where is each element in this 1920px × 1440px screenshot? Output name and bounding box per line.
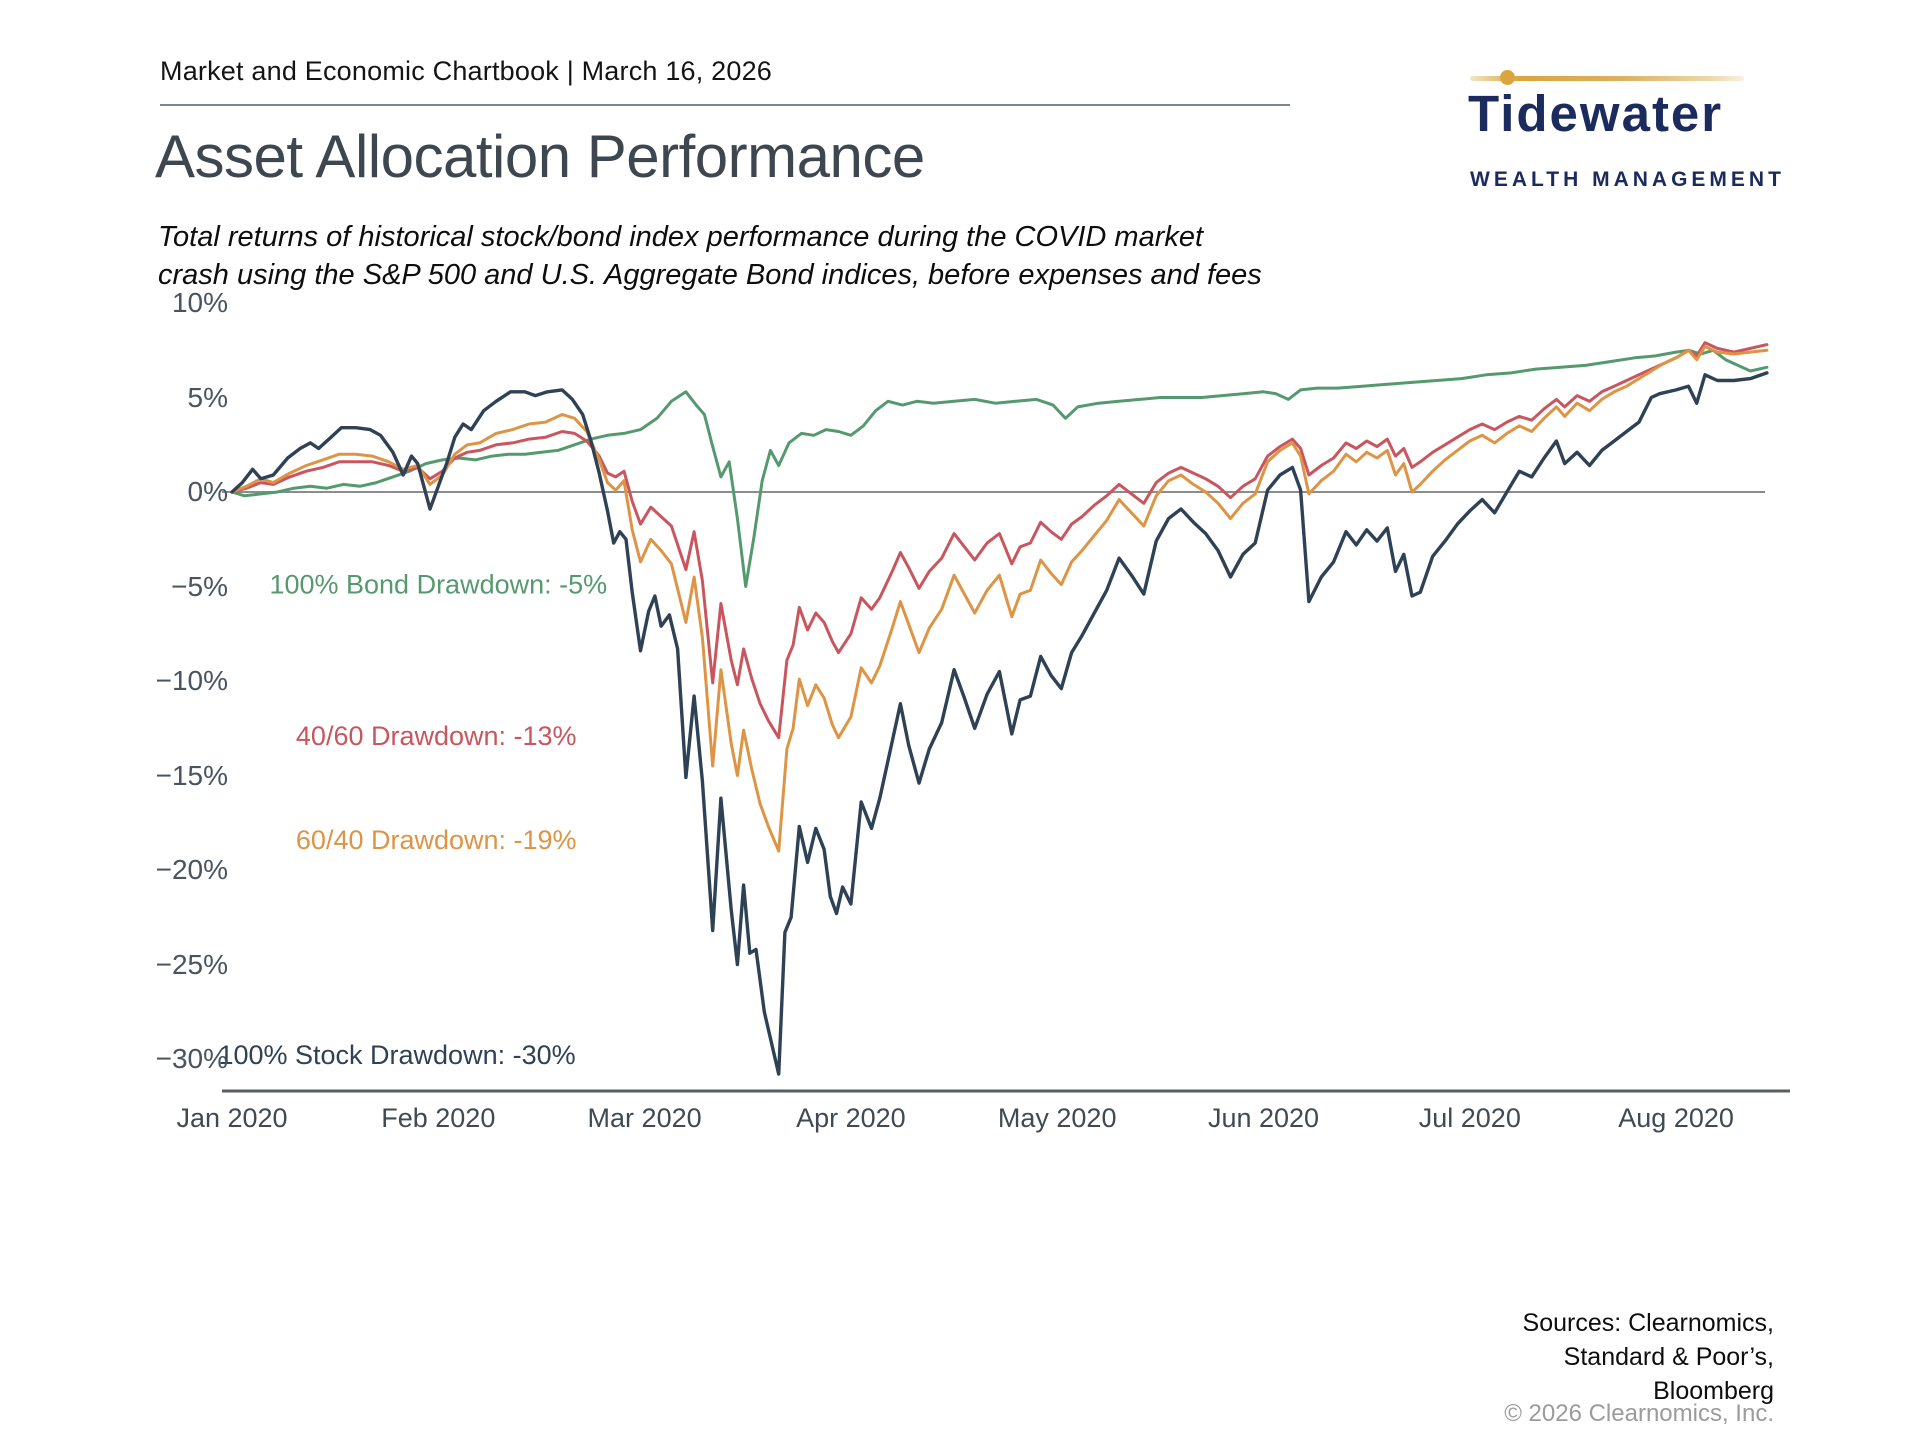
logo-tagline: WEALTH MANAGEMENT <box>1470 168 1785 191</box>
series-line-100-stock <box>230 371 1769 1076</box>
y-axis-tick--5: −5% <box>171 570 228 602</box>
page-subtitle: Total returns of historical stock/bond i… <box>158 218 1262 294</box>
sources-block: Sources: Clearnomics, Standard & Poor’s,… <box>1523 1306 1774 1408</box>
x-axis-tick-feb-2020: Feb 2020 <box>381 1103 496 1133</box>
copyright-text: © 2026 Clearnomics, Inc. <box>1504 1400 1774 1427</box>
header-divider <box>160 104 1290 106</box>
page-title: Asset Allocation Performance <box>155 123 925 190</box>
x-axis-tick-jan-2020: Jan 2020 <box>176 1103 288 1133</box>
x-axis-tick-jul-2020: Jul 2020 <box>1418 1103 1521 1133</box>
x-axis-tick-aug-2020: Aug 2020 <box>1618 1103 1734 1133</box>
y-axis-tick-0: 0% <box>187 476 228 507</box>
series-line-40-60-40-stock-60-bond- <box>230 341 1769 740</box>
y-axis-tick--10: −10% <box>155 665 228 696</box>
annotation-stock-drawdown: 100% Stock Drawdown: -30% <box>218 1040 575 1070</box>
y-axis-tick--20: −20% <box>155 854 228 885</box>
annotation-60-40-drawdown: 60/40 Drawdown: -19% <box>296 825 577 855</box>
annotation-bond-drawdown: 100% Bond Drawdown: -5% <box>269 570 607 600</box>
logo-gold-bar <box>1470 76 1744 81</box>
y-axis-tick--30: −30% <box>155 1043 228 1074</box>
x-axis-tick-jun-2020: Jun 2020 <box>1207 1103 1320 1133</box>
chartbook-header: Market and Economic Chartbook | March 16… <box>160 56 773 86</box>
sources-line-2: Standard & Poor’s, <box>1563 1343 1774 1371</box>
subtitle-line-2: crash using the S&P 500 and U.S. Aggrega… <box>158 259 1262 291</box>
y-axis-tick--15: −15% <box>155 759 228 791</box>
y-axis-tick--25: −25% <box>155 948 228 980</box>
x-axis-tick-apr-2020: Apr 2020 <box>796 1103 906 1133</box>
sources-line-3: Bloomberg <box>1653 1377 1774 1405</box>
x-axis-tick-may-2020: May 2020 <box>997 1103 1117 1133</box>
logo-brand-text: Tidewater <box>1468 85 1724 142</box>
series-line-100-bond <box>230 348 1769 588</box>
subtitle-line-1: Total returns of historical stock/bond i… <box>158 221 1204 253</box>
y-axis-tick-10: 10% <box>171 287 228 318</box>
sources-line-1: Sources: Clearnomics, <box>1522 1309 1774 1337</box>
y-axis-tick-5: 5% <box>187 381 228 413</box>
x-axis-tick-mar-2020: Mar 2020 <box>587 1103 702 1133</box>
logo-lighthouse-dot-icon <box>1500 70 1515 85</box>
series-line-60-40-60-stock-40-bond- <box>230 345 1769 853</box>
annotation-40-60-drawdown: 40/60 Drawdown: -13% <box>296 721 577 751</box>
